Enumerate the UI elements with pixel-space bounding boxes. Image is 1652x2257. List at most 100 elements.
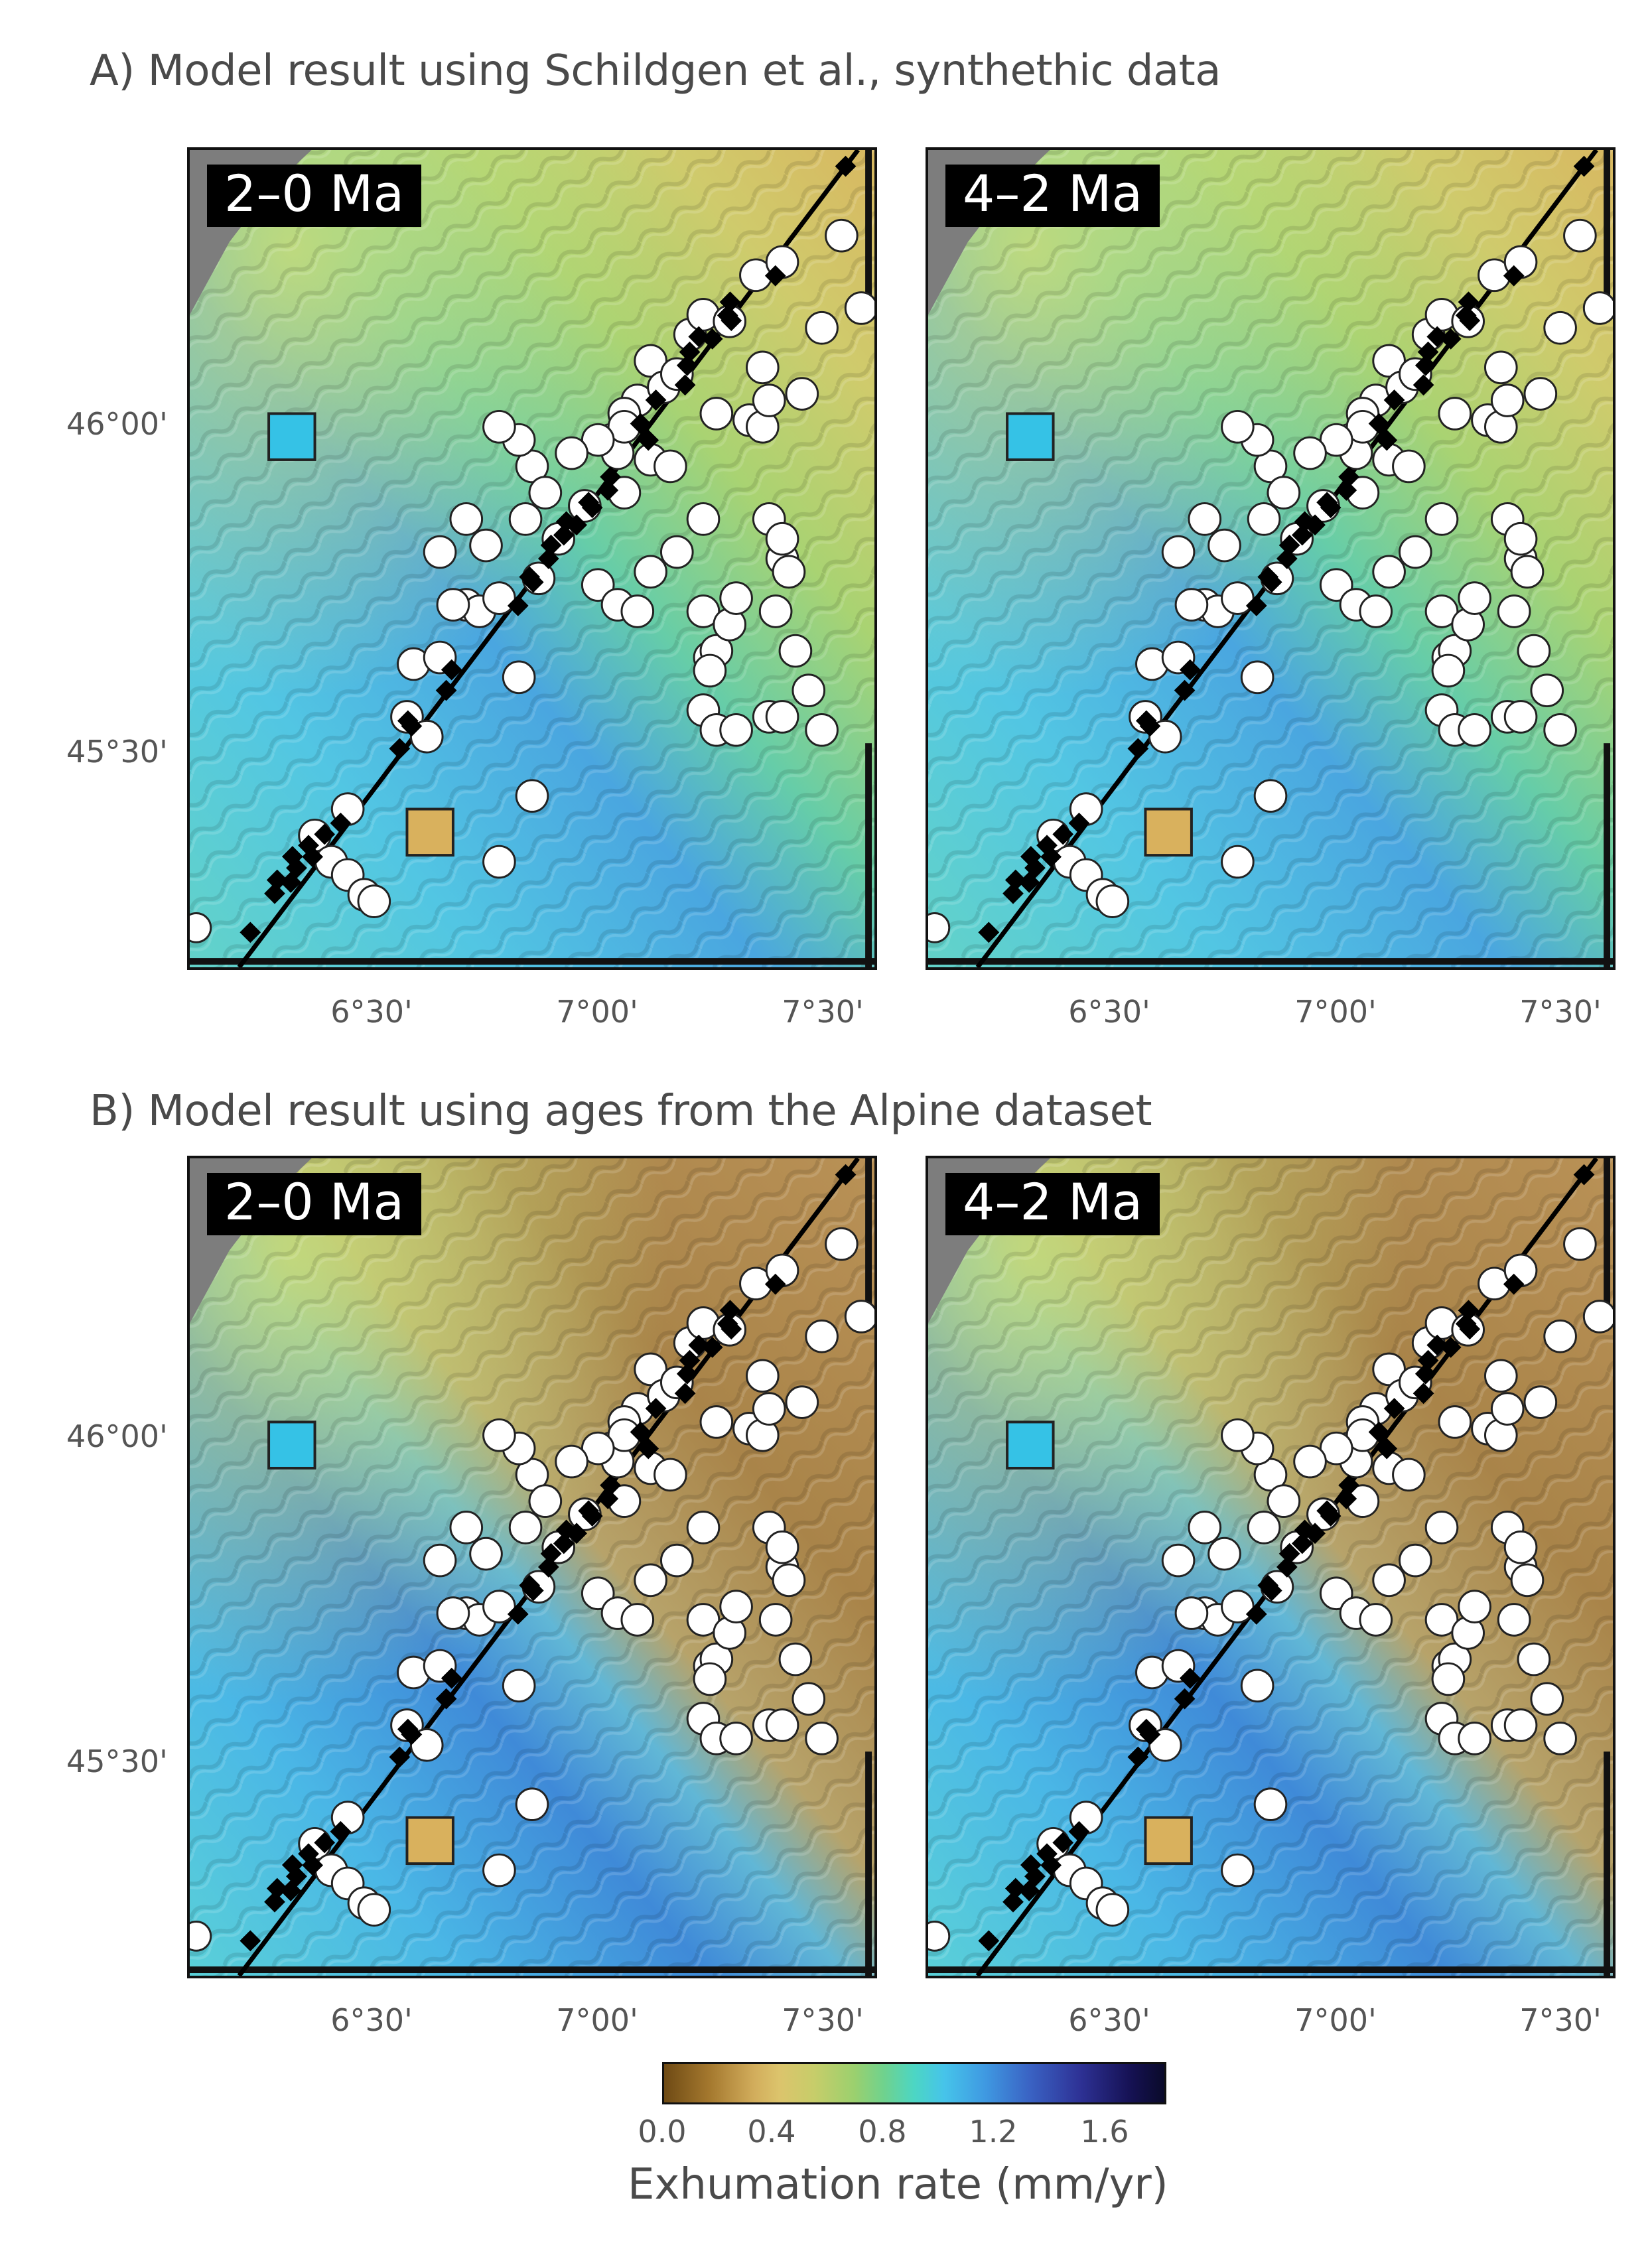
sample-circle bbox=[719, 1721, 753, 1755]
sample-circle bbox=[357, 884, 391, 918]
sample-diamond bbox=[1503, 1273, 1525, 1295]
sample-circle bbox=[508, 502, 543, 536]
sample-circle bbox=[805, 1721, 839, 1755]
sample-circle bbox=[1267, 1484, 1301, 1518]
sample-circle bbox=[1188, 1511, 1222, 1544]
sample-diamond bbox=[1376, 429, 1398, 451]
sample-circle bbox=[1523, 1385, 1558, 1419]
sample-circle bbox=[436, 588, 470, 622]
sample-circle bbox=[1247, 1511, 1281, 1544]
sample-circle bbox=[1221, 1853, 1255, 1887]
sample-diamond bbox=[1052, 1832, 1074, 1854]
lat-tick-46-00-a: 46°00' bbox=[66, 406, 168, 442]
sample-diamond bbox=[638, 1438, 659, 1460]
sample-circle bbox=[1503, 521, 1538, 556]
sample-circle bbox=[482, 1853, 516, 1887]
frame-tick bbox=[190, 958, 874, 965]
sample-diamond bbox=[537, 548, 559, 569]
sample-circle bbox=[805, 713, 839, 747]
sample-diamond bbox=[578, 492, 600, 513]
map-panel-b-right: 4–2 Ma bbox=[926, 1156, 1616, 1978]
sample-diamond bbox=[1020, 1854, 1042, 1876]
sample-circle bbox=[746, 1359, 780, 1393]
sample-diamond bbox=[1278, 1542, 1300, 1564]
sample-diamond bbox=[1024, 1866, 1046, 1887]
sample-diamond bbox=[835, 155, 857, 177]
sample-circle bbox=[1247, 502, 1281, 536]
sample-circle bbox=[772, 1563, 806, 1598]
sample-circle bbox=[357, 1893, 391, 1927]
sample-circle bbox=[719, 581, 753, 615]
sample-diamond bbox=[1383, 389, 1405, 411]
sample-circle bbox=[1510, 1563, 1545, 1598]
sample-circle bbox=[1484, 1359, 1518, 1393]
sample-circle bbox=[1490, 1392, 1525, 1426]
sample-circle bbox=[772, 555, 806, 589]
sample-circle bbox=[686, 594, 721, 628]
frame-tick bbox=[865, 1751, 872, 1976]
sample-circle bbox=[1424, 1603, 1459, 1637]
sample-circle bbox=[1095, 884, 1130, 918]
sample-diamond bbox=[519, 1574, 541, 1596]
sample-circle bbox=[785, 1385, 819, 1419]
sample-circle bbox=[844, 1300, 874, 1334]
sample-diamond bbox=[1276, 548, 1298, 569]
lon-tick-7-00: 7°00' bbox=[556, 2002, 638, 2038]
sample-circle bbox=[1510, 555, 1545, 589]
sample-circle bbox=[1490, 383, 1525, 417]
frame-tick bbox=[865, 150, 872, 322]
map-panel-b-left: 2–0 Ma bbox=[187, 1156, 877, 1978]
sample-circle bbox=[1424, 1511, 1459, 1544]
sample-circle bbox=[1188, 502, 1222, 536]
sample-circle bbox=[778, 634, 813, 668]
frame-tick bbox=[928, 1966, 1613, 1974]
sample-diamond bbox=[314, 1832, 336, 1854]
sample-circle bbox=[752, 1392, 786, 1426]
sample-circle bbox=[555, 1444, 588, 1479]
sample-diamond bbox=[1040, 1854, 1062, 1876]
sample-circle bbox=[1359, 594, 1393, 628]
sample-circle bbox=[482, 409, 516, 444]
sample-diamond bbox=[1426, 326, 1448, 348]
sample-circle bbox=[469, 1537, 503, 1571]
sample-diamond bbox=[1368, 413, 1390, 435]
sample-circle bbox=[581, 423, 615, 457]
sample-circle bbox=[765, 1530, 799, 1564]
sample-diamond bbox=[1414, 354, 1436, 376]
sample-diamond bbox=[701, 328, 723, 350]
sample-diamond bbox=[1412, 1383, 1434, 1404]
lon-tick-7-30: 7°30' bbox=[782, 2002, 864, 2038]
sample-diamond bbox=[1458, 291, 1480, 313]
sample-diamond bbox=[435, 1688, 457, 1710]
reference-square-blue bbox=[1006, 412, 1055, 461]
sample-circle bbox=[634, 344, 667, 378]
sample-diamond bbox=[717, 305, 738, 326]
sample-circle bbox=[1438, 397, 1472, 431]
sample-diamond bbox=[1455, 305, 1477, 326]
sample-circle bbox=[1161, 1543, 1196, 1578]
sample-circle bbox=[792, 1682, 826, 1716]
sample-diamond bbox=[597, 480, 619, 501]
sample-diamond bbox=[1002, 882, 1024, 904]
sample-circle bbox=[1543, 713, 1577, 747]
lon-tick-6-30: 6°30' bbox=[1068, 994, 1150, 1030]
sample-diamond bbox=[1018, 1880, 1040, 1901]
period-label: 4–2 Ma bbox=[945, 165, 1160, 227]
sample-diamond bbox=[540, 1542, 562, 1564]
sample-circle bbox=[805, 310, 839, 345]
sample-circle bbox=[502, 660, 536, 695]
sample-circle bbox=[1503, 1530, 1538, 1564]
sample-diamond bbox=[1440, 328, 1462, 350]
sample-diamond bbox=[281, 1854, 303, 1876]
sample-diamond bbox=[1376, 1438, 1398, 1460]
lat-tick-46-00-b: 46°00' bbox=[66, 1418, 168, 1454]
sample-circle bbox=[1582, 291, 1613, 325]
sample-circle bbox=[1372, 1352, 1406, 1387]
sample-diamond bbox=[578, 1500, 600, 1522]
frame-tick bbox=[928, 958, 1613, 965]
sample-circle bbox=[1253, 449, 1288, 484]
sample-circle bbox=[1563, 218, 1597, 253]
sample-diamond bbox=[676, 1363, 698, 1385]
sample-diamond bbox=[679, 341, 701, 363]
sample-diamond bbox=[1276, 1556, 1298, 1578]
